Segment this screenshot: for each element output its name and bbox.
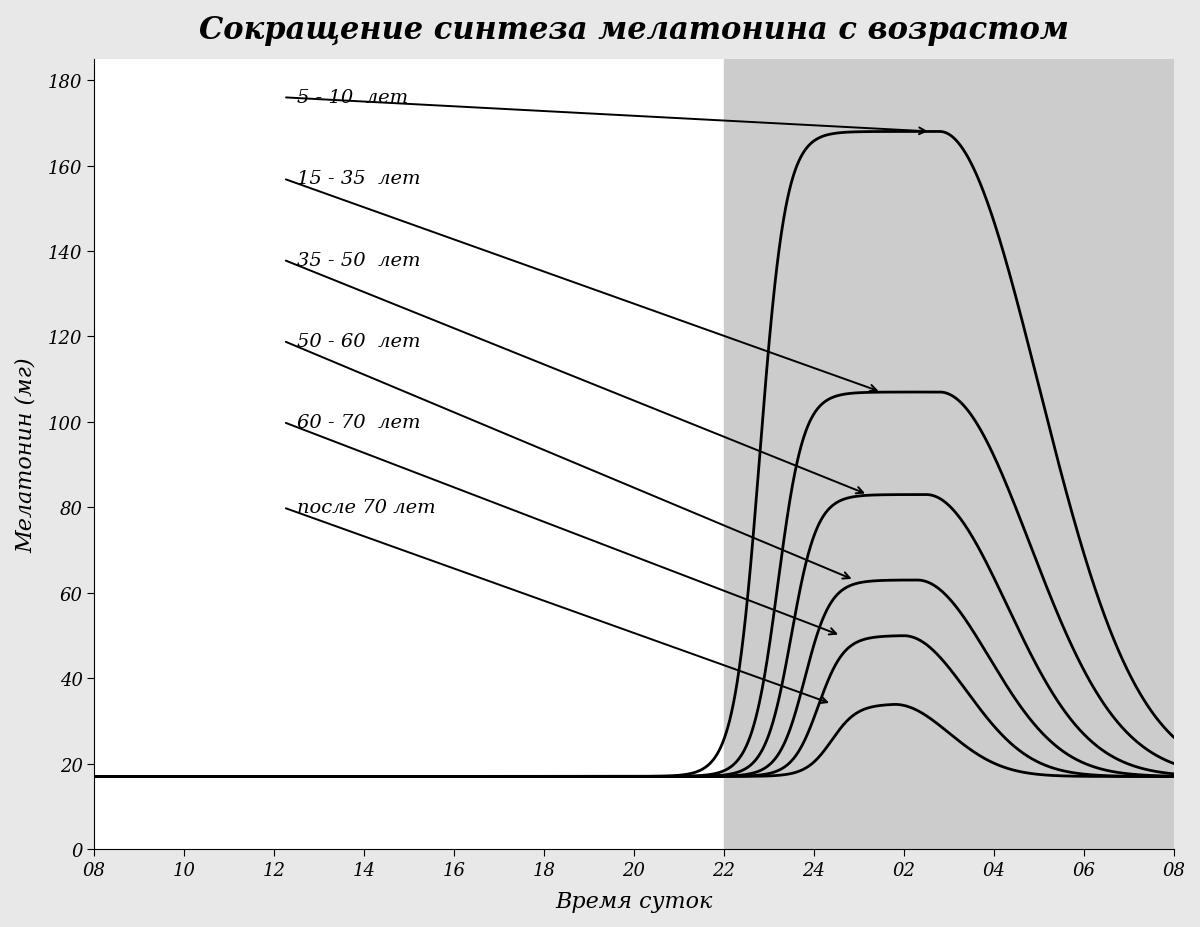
Text: 60 - 70  лет: 60 - 70 лет bbox=[296, 413, 420, 431]
Y-axis label: Мелатонин (мг): Мелатонин (мг) bbox=[14, 357, 37, 552]
Text: 50 - 60  лет: 50 - 60 лет bbox=[296, 333, 420, 350]
Text: после 70 лет: после 70 лет bbox=[296, 499, 436, 516]
Bar bbox=[724, 59, 1174, 849]
X-axis label: Время суток: Время суток bbox=[556, 890, 713, 912]
Text: 5 - 10  лет: 5 - 10 лет bbox=[296, 89, 408, 108]
Title: Сокращение синтеза мелатонина с возрастом: Сокращение синтеза мелатонина с возрасто… bbox=[199, 15, 1069, 46]
Text: 15 - 35  лет: 15 - 35 лет bbox=[296, 171, 420, 188]
Text: 35 - 50  лет: 35 - 50 лет bbox=[296, 251, 420, 270]
